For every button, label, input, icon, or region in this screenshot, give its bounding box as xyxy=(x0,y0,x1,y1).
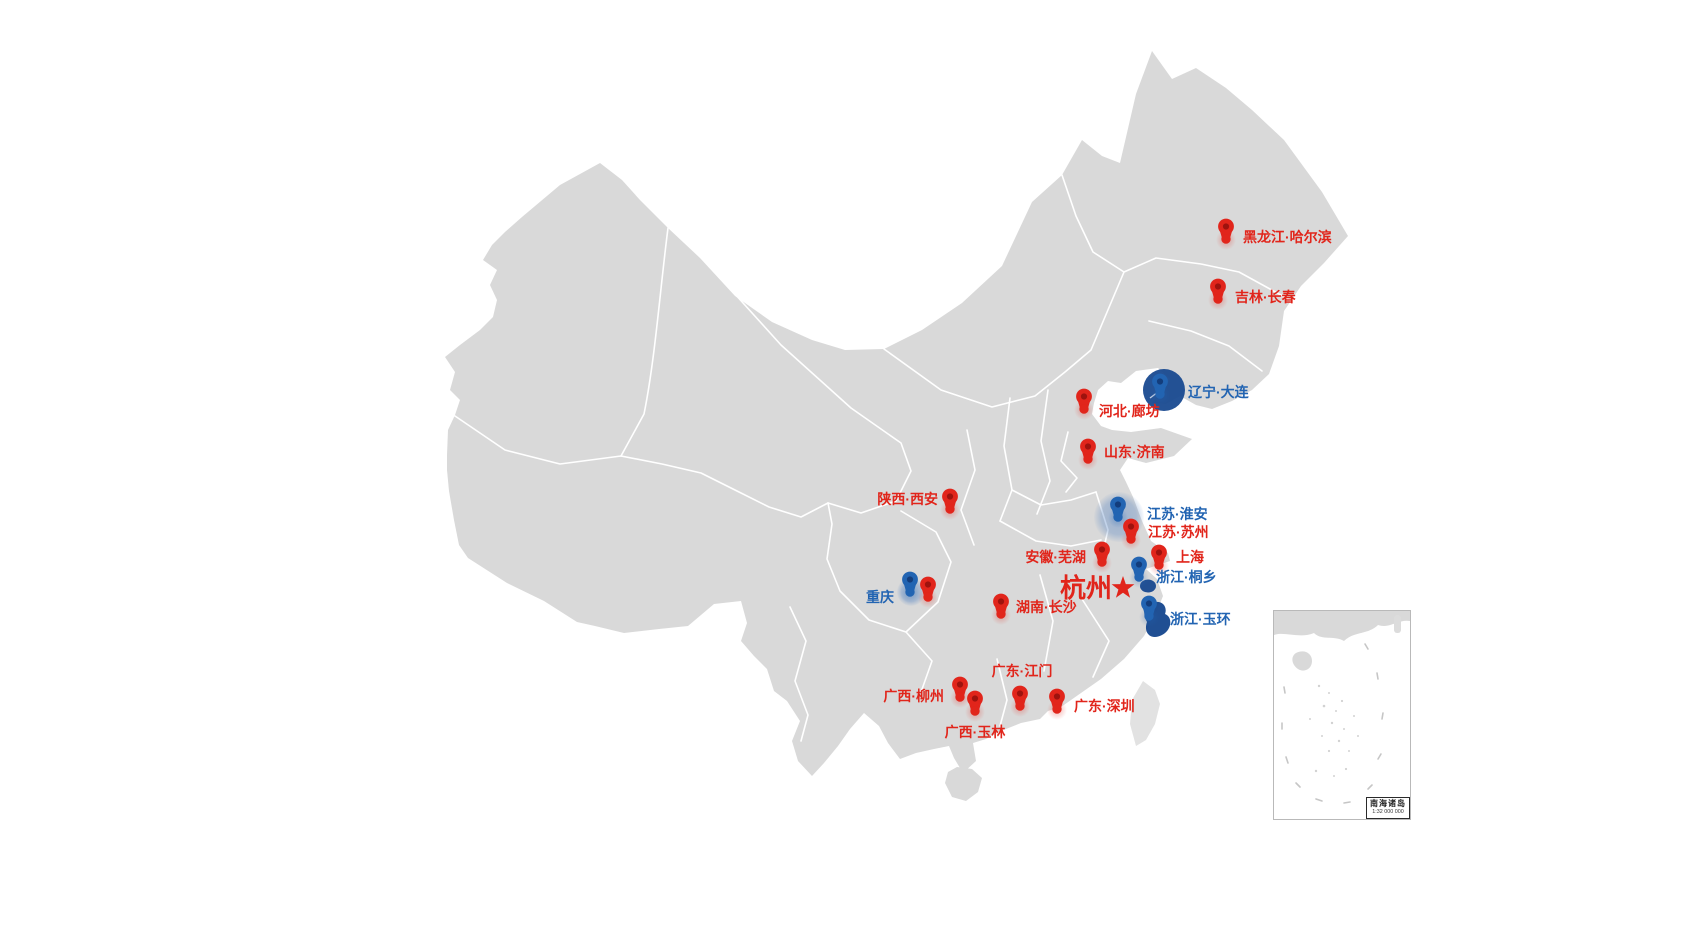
map-label-jilin-changchun: 吉林·长春 xyxy=(1235,289,1297,305)
map-pin-guangxi-liuzhou[interactable] xyxy=(950,676,970,708)
map-label-shanghai: 上海 xyxy=(1176,549,1204,565)
inset-label-box: 南海诸岛 1:32 000 000 xyxy=(1366,797,1410,819)
pin-tip xyxy=(1221,234,1231,244)
map-pin-heilongjiang-haerbin[interactable] xyxy=(1216,218,1236,250)
map-label-anhui-wuhu: 安徽·芜湖 xyxy=(1025,549,1086,565)
map-label-zhejiang-yuhuan: 浙江·玉环 xyxy=(1170,611,1231,627)
map-label-guangdong-jiangmen: 广东·江门 xyxy=(992,663,1053,679)
pin-tip xyxy=(1126,534,1136,544)
map-pin-jiangsu-huaian[interactable] xyxy=(1108,496,1128,528)
inset-title: 南海诸岛 xyxy=(1370,799,1406,808)
pin-tip xyxy=(1155,389,1165,399)
pin-tip xyxy=(1213,294,1223,304)
pin-hole xyxy=(1135,561,1143,568)
pin-layer xyxy=(900,218,1236,722)
pin-hole xyxy=(1222,223,1230,230)
pin-hole xyxy=(1084,443,1092,450)
map-label-shaanxi-xian: 陕西·西安 xyxy=(877,491,938,507)
map-pin-hunan-changsha[interactable] xyxy=(991,593,1011,625)
map-label-guangdong-shenzhen: 广东·深圳 xyxy=(1074,698,1135,714)
pin-tip xyxy=(1015,701,1025,711)
pin-hole xyxy=(1127,523,1135,530)
pin-tip xyxy=(905,587,915,597)
taiwan-island xyxy=(1130,681,1160,746)
hainan-island xyxy=(945,767,982,801)
headquarters-star-icon[interactable] xyxy=(1111,576,1135,598)
pin-hole xyxy=(1098,546,1106,553)
inset-hainan xyxy=(1292,651,1312,671)
map-pin-guangdong-shenzhen[interactable] xyxy=(1047,688,1067,720)
inset-scale: 1:32 000 000 xyxy=(1372,809,1404,815)
pin-hole xyxy=(956,681,964,688)
inset-map-svg xyxy=(1274,611,1410,804)
map-pin-guangdong-jiangmen[interactable] xyxy=(1010,685,1030,717)
pin-tip xyxy=(1083,454,1093,464)
pin-tip xyxy=(1113,512,1123,522)
map-pin-chongqing[interactable] xyxy=(900,571,920,603)
map-pin-anhui-wuhu[interactable] xyxy=(1092,541,1112,573)
map-label-liaoning-dalian: 辽宁·大连 xyxy=(1188,384,1250,400)
map-pin-shaanxi-xian[interactable] xyxy=(940,488,960,520)
pin-tip xyxy=(955,692,965,702)
map-pin-liaoning-dalian[interactable] xyxy=(1150,373,1170,405)
map-label-guangxi-yulin: 广西·玉林 xyxy=(945,724,1006,740)
pin-tip xyxy=(1134,572,1144,582)
map-pin-hebei-langfang[interactable] xyxy=(1074,388,1094,420)
pin-tip xyxy=(996,609,1006,619)
inset-coastline xyxy=(1274,611,1410,641)
inset-dash-line xyxy=(1281,643,1384,804)
map-pin-shanghai[interactable] xyxy=(1149,544,1169,576)
south-china-sea-inset: 南海诸岛 1:32 000 000 xyxy=(1273,610,1411,820)
pin-tip xyxy=(1079,404,1089,414)
label-layer: 黑龙江·哈尔滨吉林·长春辽宁·大连河北·廊坊山东·济南陕西·西安江苏·淮安江苏·… xyxy=(866,229,1332,740)
inset-taiwan xyxy=(1394,615,1401,633)
pin-hole xyxy=(1053,693,1061,700)
map-label-hebei-langfang: 河北·廊坊 xyxy=(1099,403,1160,419)
map-label-zhejiang-tongxiang: 浙江·桐乡 xyxy=(1156,569,1217,585)
pin-hole xyxy=(997,598,1005,605)
pin-hole xyxy=(1016,690,1024,697)
map-pin-shandong-jinan[interactable] xyxy=(1078,438,1098,470)
pin-hole xyxy=(924,581,932,588)
map-pin-guangxi-yulin[interactable] xyxy=(965,690,985,722)
pin-hole xyxy=(971,695,979,702)
inset-islands xyxy=(1309,684,1359,777)
pin-tip xyxy=(970,706,980,716)
pin-hole xyxy=(1080,393,1088,400)
map-label-jiangsu-huaian: 江苏·淮安 xyxy=(1147,506,1208,522)
headquarters-label: 杭州 xyxy=(1060,573,1112,603)
map-label-jiangsu-suzhou: 江苏·苏州 xyxy=(1148,524,1209,540)
map-label-hunan-changsha: 湖南·长沙 xyxy=(1016,599,1077,615)
pin-hole xyxy=(906,576,914,583)
map-pin-zhejiang-tongxiang[interactable] xyxy=(1129,556,1149,588)
pin-tip xyxy=(1154,560,1164,570)
map-label-chongqing: 重庆 xyxy=(866,589,894,605)
pin-hole xyxy=(1114,501,1122,508)
headquarters-layer: 杭州 xyxy=(1060,573,1135,603)
map-label-shandong-jinan: 山东·济南 xyxy=(1104,444,1165,460)
map-pin-zhejiang-yuhuan[interactable] xyxy=(1139,595,1159,627)
map-label-guangxi-liuzhou: 广西·柳州 xyxy=(883,688,944,704)
china-outline xyxy=(445,51,1348,776)
map-label-heilongjiang-haerbin: 黑龙江·哈尔滨 xyxy=(1243,229,1332,245)
pin-hole xyxy=(1155,549,1163,556)
pin-hole xyxy=(1214,283,1222,290)
pin-hole xyxy=(1156,378,1164,385)
pin-tip xyxy=(1097,557,1107,567)
pin-tip xyxy=(945,504,955,514)
map-pin-jiangsu-suzhou[interactable] xyxy=(1121,518,1141,550)
pin-tip xyxy=(1144,611,1154,621)
map-pin-chongqing-2[interactable] xyxy=(918,576,938,608)
pin-hole xyxy=(946,493,954,500)
pin-tip xyxy=(923,592,933,602)
map-pin-jilin-changchun[interactable] xyxy=(1208,278,1228,310)
pin-tip xyxy=(1052,704,1062,714)
pin-hole xyxy=(1145,600,1153,607)
